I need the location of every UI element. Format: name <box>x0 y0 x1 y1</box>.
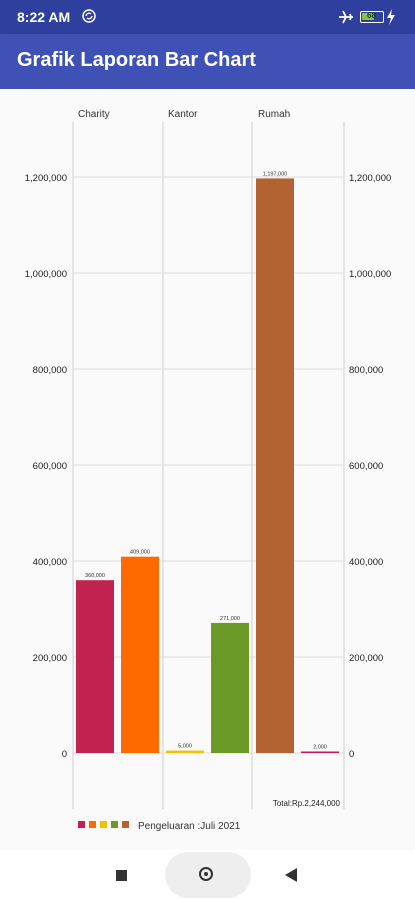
y-tick-label-left: 400,000 <box>33 557 67 568</box>
y-tick-label-right: 800,000 <box>349 365 383 376</box>
bar <box>211 622 249 753</box>
y-tick-label-left: 800,000 <box>33 365 67 376</box>
home-icon[interactable] <box>199 867 213 881</box>
status-bar: 8:22 AM 68 <box>0 0 415 34</box>
status-time: 8:22 AM <box>17 9 71 25</box>
bar-value-label: 2,000 <box>313 745 327 751</box>
charging-icon <box>387 9 395 25</box>
airplane-icon <box>339 10 353 24</box>
bar <box>301 751 339 753</box>
bar <box>256 178 294 753</box>
grid <box>72 122 345 809</box>
y-axis-left: 0 200,000 400,000 600,000 800,000 1,000,000 1,… <box>25 173 67 760</box>
y-tick-label-left: 0 <box>62 749 67 760</box>
battery-icon: 68 <box>360 11 384 23</box>
bar-value-label: 409,000 <box>130 550 150 556</box>
legend-swatch <box>100 821 107 828</box>
group-label: Kantor <box>168 109 198 120</box>
total-label: Total:Rp.2,244,000 <box>273 799 341 808</box>
legend-swatch <box>122 821 129 828</box>
page-title: Grafik Laporan Bar Chart <box>17 49 256 71</box>
home-icon-dot <box>204 872 208 876</box>
legend-swatch <box>78 821 85 828</box>
back-icon[interactable] <box>285 868 297 882</box>
y-tick-label-right: 0 <box>349 749 354 760</box>
y-tick-label-left: 600,000 <box>33 461 67 472</box>
app-bar: Grafik Laporan Bar Chart <box>0 34 415 89</box>
battery-fill <box>362 13 375 20</box>
y-tick-label-right: 1,000,000 <box>349 269 391 280</box>
bar-labels: 360,000 409,000 5,000 271,000 1,197,000 2,000 <box>85 171 327 750</box>
recent-apps-icon[interactable] <box>116 870 127 881</box>
group-labels: Charity Kantor Rumah <box>78 109 290 120</box>
bar-value-label: 360,000 <box>85 573 105 579</box>
legend-label: Pengeluaran :Juli 2021 <box>138 821 241 832</box>
navigation-bar <box>0 850 415 900</box>
bars <box>76 178 339 753</box>
y-tick-label-right: 600,000 <box>349 461 383 472</box>
group-label: Charity <box>78 109 110 120</box>
battery-level: 68 <box>367 11 376 20</box>
y-tick-label-right: 200,000 <box>349 653 383 664</box>
bar <box>121 556 159 753</box>
y-tick-label-left: 200,000 <box>33 653 67 664</box>
y-axis-right: 0 200,000 400,000 600,000 800,000 1,000,000 1,… <box>349 173 391 760</box>
y-tick-label-left: 1,000,000 <box>25 269 67 280</box>
y-tick-label-right: 400,000 <box>349 557 383 568</box>
bar-value-label: 5,000 <box>178 744 192 750</box>
sync-icon <box>82 9 96 23</box>
bar-chart: Charity Kantor Rumah 360,000 409,000 5,000 27… <box>0 89 415 850</box>
bar <box>166 750 204 753</box>
bar-value-label: 1,197,000 <box>263 171 287 177</box>
legend: Pengeluaran :Juli 2021 <box>78 821 241 832</box>
group-label: Rumah <box>258 109 290 120</box>
legend-swatch <box>111 821 118 828</box>
chart-background <box>0 89 415 850</box>
bar <box>76 580 114 753</box>
y-tick-label-right: 1,200,000 <box>349 173 391 184</box>
legend-swatch <box>89 821 96 828</box>
bar-value-label: 271,000 <box>220 616 240 622</box>
y-tick-label-left: 1,200,000 <box>25 173 67 184</box>
